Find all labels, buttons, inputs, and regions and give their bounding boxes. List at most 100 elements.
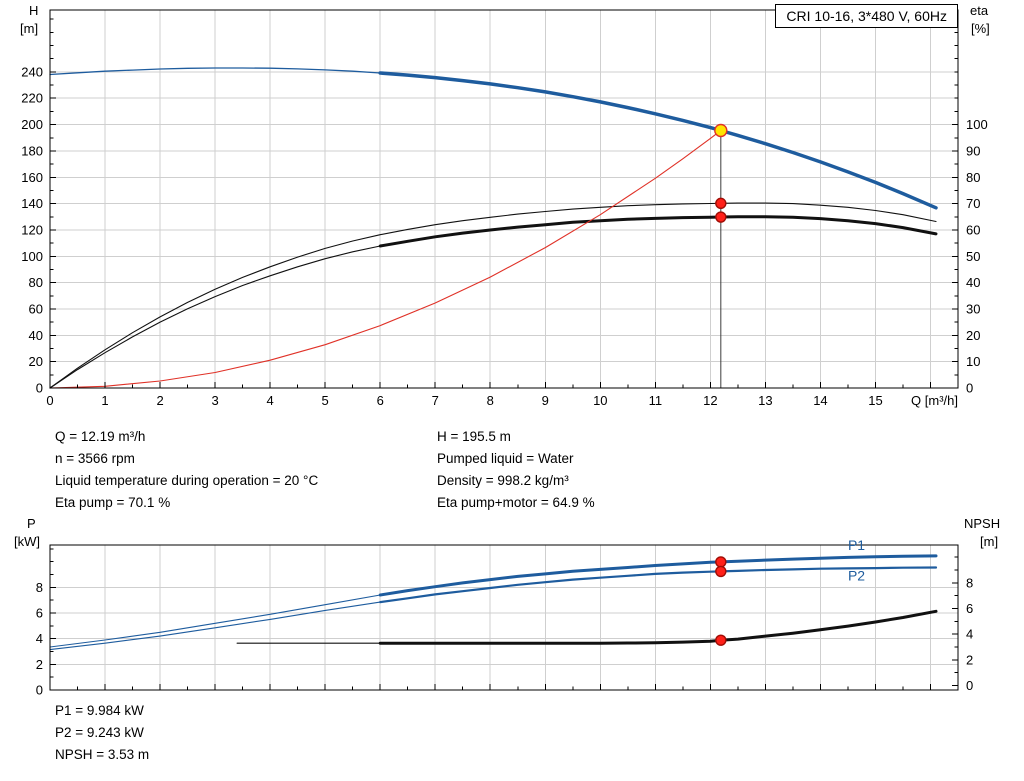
duty-point-eta-pump-motor <box>715 211 727 223</box>
eta-axis-unit: [%] <box>971 21 990 36</box>
p1-curve-extension <box>49 594 381 648</box>
svg-text:5: 5 <box>322 393 329 408</box>
svg-text:13: 13 <box>758 393 772 408</box>
plot-frame <box>49 544 959 691</box>
svg-text:0: 0 <box>966 381 973 396</box>
hq-eta-chart: 0 1 2 3 4 5 6 7 8 9 10 11 12 13 14 15020406080100120140… <box>21 9 988 408</box>
svg-text:9: 9 <box>542 393 549 408</box>
liquid-temperature-readout: Liquid temperature during operation = 20… <box>55 473 319 488</box>
npsh-curve <box>378 609 938 645</box>
system-curve <box>49 129 722 389</box>
power-npsh-readouts: P1 = 9.984 kW P2 = 9.243 kW NPSH = 3.53 … <box>55 700 149 766</box>
svg-text:100: 100 <box>966 117 988 132</box>
svg-text:100: 100 <box>21 249 43 264</box>
duty-point-p1 <box>715 556 727 568</box>
svg-text:0: 0 <box>36 381 43 396</box>
eta-pump-motor-curve <box>378 215 938 248</box>
tick-labels: 0 1 2 3 4 5 6 7 8 9 10 11 12 13 14 15020406080100120140… <box>21 64 987 408</box>
svg-text:0: 0 <box>966 678 973 693</box>
svg-text:80: 80 <box>966 170 980 185</box>
svg-text:20: 20 <box>966 328 980 343</box>
p-axis-title: P <box>27 516 36 531</box>
p2-readout: P2 = 9.243 kW <box>55 725 144 740</box>
svg-text:10: 10 <box>593 393 607 408</box>
head-readout: H = 195.5 m <box>437 429 511 444</box>
series <box>49 554 938 651</box>
svg-text:90: 90 <box>966 143 980 158</box>
svg-text:8: 8 <box>36 580 43 595</box>
svg-text:2: 2 <box>156 393 163 408</box>
eta-pump-curve <box>49 202 937 389</box>
series-label-p2: P2 <box>848 567 865 583</box>
grid <box>50 10 958 388</box>
svg-text:20: 20 <box>29 354 43 369</box>
p1-curve <box>378 554 938 597</box>
svg-text:8: 8 <box>966 575 973 590</box>
svg-text:4: 4 <box>267 393 274 408</box>
svg-text:11: 11 <box>649 393 663 408</box>
head-curve-extension <box>49 67 381 76</box>
svg-text:50: 50 <box>966 249 980 264</box>
svg-text:6: 6 <box>377 393 384 408</box>
svg-text:60: 60 <box>966 222 980 237</box>
plot-frame <box>49 9 959 389</box>
duty-point-eta-pump <box>715 197 727 210</box>
eta-pump-motor-extension <box>49 245 381 389</box>
head-curve <box>378 71 938 210</box>
svg-text:70: 70 <box>966 196 980 211</box>
svg-text:14: 14 <box>813 393 827 408</box>
svg-text:0: 0 <box>36 683 43 698</box>
svg-text:0: 0 <box>46 393 53 408</box>
svg-text:7: 7 <box>432 393 439 408</box>
svg-text:1: 1 <box>101 393 108 408</box>
duty-point-npsh <box>715 634 727 646</box>
npsh-axis-title: NPSH <box>964 516 1001 531</box>
power-npsh-chart: 0 2 4 6 8 0 2 4 6 8 P1 P2 <box>36 537 973 697</box>
svg-text:30: 30 <box>966 301 980 316</box>
svg-text:6: 6 <box>966 601 973 616</box>
svg-text:6: 6 <box>36 606 43 621</box>
svg-text:160: 160 <box>21 170 43 185</box>
p1-readout: P1 = 9.984 kW <box>55 703 144 718</box>
x-axis-unit-label: Q [m³/h] <box>911 393 958 408</box>
grid <box>50 545 958 690</box>
svg-text:40: 40 <box>966 275 980 290</box>
svg-text:220: 220 <box>21 91 43 106</box>
svg-text:4: 4 <box>36 631 43 646</box>
svg-text:140: 140 <box>21 196 43 211</box>
duty-point-p2 <box>715 565 727 578</box>
svg-text:2: 2 <box>36 657 43 672</box>
npsh-axis-unit: [m] <box>980 534 999 549</box>
speed-readout: n = 3566 rpm <box>55 451 135 466</box>
svg-text:2: 2 <box>966 652 973 667</box>
npsh-readout: NPSH = 3.53 m <box>55 747 150 762</box>
duty-info-right-column: H = 195.5 m Pumped liquid = Water Densit… <box>437 426 595 514</box>
svg-text:3: 3 <box>211 393 218 408</box>
pumped-liquid-readout: Pumped liquid = Water <box>437 451 574 466</box>
svg-text:12: 12 <box>703 393 717 408</box>
duty-point-head <box>714 123 728 138</box>
eta-pump-motor-readout: Eta pump+motor = 64.9 % <box>437 495 595 510</box>
eta-axis-title: eta <box>970 3 989 18</box>
svg-text:180: 180 <box>21 143 43 158</box>
series-label-p1: P1 <box>848 537 865 553</box>
eta-pump-readout: Eta pump = 70.1 % <box>55 495 171 510</box>
h-axis-unit: [m] <box>20 21 39 36</box>
axis-ticks <box>49 548 959 691</box>
svg-text:80: 80 <box>29 275 43 290</box>
svg-text:60: 60 <box>29 301 43 316</box>
svg-text:15: 15 <box>868 393 882 408</box>
p-axis-unit: [kW] <box>14 534 40 549</box>
flow-readout: Q = 12.19 m³/h <box>55 429 146 444</box>
duty-info-left-column: Q = 12.19 m³/h n = 3566 rpm Liquid tempe… <box>55 426 318 514</box>
tick-labels: 0 2 4 6 8 0 2 4 6 8 <box>36 575 973 697</box>
svg-text:10: 10 <box>966 354 980 369</box>
h-axis-title: H <box>29 3 39 18</box>
series <box>49 67 938 389</box>
svg-text:120: 120 <box>21 222 43 237</box>
svg-text:40: 40 <box>29 328 43 343</box>
p2-curve-extension <box>49 601 381 651</box>
density-readout: Density = 998.2 kg/m³ <box>437 473 569 488</box>
svg-text:4: 4 <box>966 627 973 642</box>
